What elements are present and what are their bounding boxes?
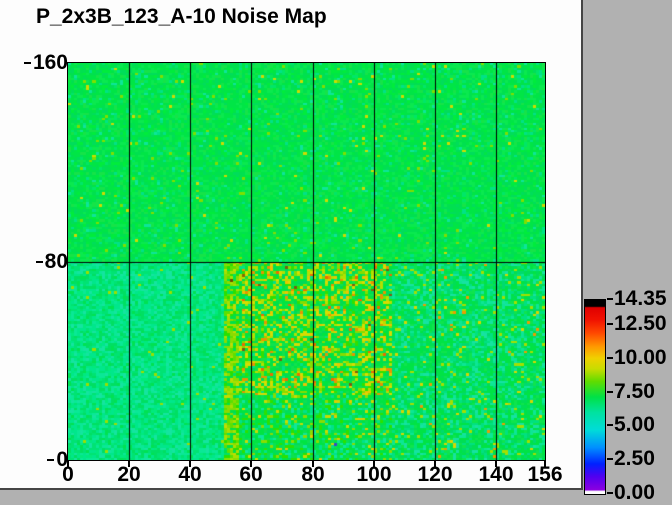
x-axis-tick	[250, 461, 252, 467]
colorbar-tick	[607, 391, 613, 393]
x-axis-tick-label: 100	[356, 463, 392, 486]
x-axis-tick-label: 156	[527, 463, 563, 486]
colorbar-tick	[607, 458, 613, 460]
y-axis-tick-group: 0	[0, 448, 68, 472]
y-axis-tick-label: 80	[44, 250, 68, 273]
y-axis-tick	[23, 62, 31, 64]
noise-map-heatmap[interactable]	[68, 63, 545, 460]
colorbar-tick-label: 7.50	[614, 380, 655, 403]
colorbar-tick	[607, 323, 613, 325]
x-axis-tick-label: 40	[178, 463, 202, 486]
x-axis-tick	[189, 461, 191, 467]
colorbar-gradient	[585, 300, 605, 494]
colorbar-tick-label: 12.50	[614, 312, 667, 335]
y-axis-tick	[35, 261, 43, 263]
colorbar-tick-label: 2.50	[614, 447, 655, 470]
x-axis-tick-label: 120	[417, 463, 453, 486]
x-axis-tick-label: 80	[301, 463, 325, 486]
colorbar-tick-label: 0.00	[614, 481, 655, 504]
chart-title: P_2x3B_123_A-10 Noise Map	[36, 5, 327, 28]
x-axis-tick-label: 0	[62, 463, 74, 486]
y-axis-tick-label: 160	[32, 51, 68, 74]
x-axis-tick	[128, 461, 130, 467]
plot-frame	[67, 62, 546, 461]
x-axis-tick	[373, 461, 375, 467]
x-axis-tick	[495, 461, 497, 467]
x-axis-tick-label: 60	[239, 463, 263, 486]
y-axis-tick-label: 0	[56, 448, 68, 471]
x-axis-tick	[544, 461, 546, 467]
y-axis-tick-group: 160	[0, 51, 68, 75]
y-axis-tick-group: 80	[0, 250, 68, 274]
x-axis-tick-label: 140	[478, 463, 514, 486]
x-axis-tick	[434, 461, 436, 467]
colorbar	[584, 299, 606, 495]
colorbar-tick	[607, 298, 613, 300]
plot-panel: P_2x3B_123_A-10 Noise Map 0 20 40 60 80 100 12…	[0, 0, 583, 490]
y-axis-tick	[47, 459, 55, 461]
colorbar-tick	[607, 357, 613, 359]
x-axis-tick	[312, 461, 314, 467]
x-axis-tick	[67, 461, 69, 467]
colorbar-tick	[607, 492, 613, 494]
colorbar-tick	[607, 424, 613, 426]
colorbar-tick-label: 10.00	[614, 346, 667, 369]
x-axis-tick-label: 20	[117, 463, 141, 486]
colorbar-tick-label: 5.00	[614, 413, 655, 436]
colorbar-tick-label: 14.35	[614, 287, 667, 310]
